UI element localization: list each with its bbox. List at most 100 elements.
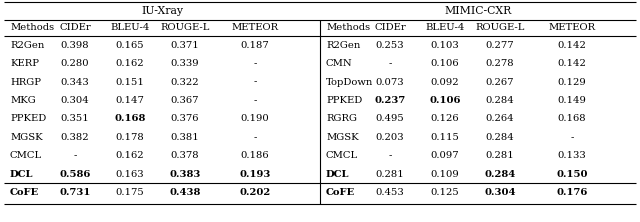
Text: ROUGE-L: ROUGE-L bbox=[476, 24, 525, 32]
Text: -: - bbox=[253, 133, 257, 142]
Text: KERP: KERP bbox=[10, 59, 39, 68]
Text: 0.264: 0.264 bbox=[486, 114, 515, 123]
Text: R2Gen: R2Gen bbox=[326, 41, 360, 50]
Text: RGRG: RGRG bbox=[326, 114, 357, 123]
Text: CMCL: CMCL bbox=[326, 151, 358, 160]
Text: 0.383: 0.383 bbox=[170, 170, 201, 178]
Text: 0.162: 0.162 bbox=[116, 59, 144, 68]
Text: CIDEr: CIDEr bbox=[59, 24, 91, 32]
Text: 0.237: 0.237 bbox=[374, 96, 406, 105]
Text: 0.129: 0.129 bbox=[557, 77, 586, 87]
Text: MIMIC-CXR: MIMIC-CXR bbox=[444, 6, 511, 16]
Text: 0.253: 0.253 bbox=[376, 41, 404, 50]
Text: DCL: DCL bbox=[326, 170, 349, 178]
Text: 0.147: 0.147 bbox=[116, 96, 145, 105]
Text: 0.495: 0.495 bbox=[376, 114, 404, 123]
Text: METEOR: METEOR bbox=[232, 24, 278, 32]
Text: -: - bbox=[570, 133, 573, 142]
Text: 0.453: 0.453 bbox=[376, 188, 404, 197]
Text: 0.187: 0.187 bbox=[241, 41, 269, 50]
Text: 0.382: 0.382 bbox=[61, 133, 90, 142]
Text: 0.163: 0.163 bbox=[116, 170, 144, 178]
Text: DCL: DCL bbox=[10, 170, 33, 178]
Text: CoFE: CoFE bbox=[10, 188, 39, 197]
Text: 0.284: 0.284 bbox=[486, 96, 515, 105]
Text: 0.168: 0.168 bbox=[115, 114, 146, 123]
Text: 0.186: 0.186 bbox=[241, 151, 269, 160]
Text: 0.339: 0.339 bbox=[171, 59, 199, 68]
Text: -: - bbox=[74, 151, 77, 160]
Text: 0.304: 0.304 bbox=[61, 96, 90, 105]
Text: 0.073: 0.073 bbox=[376, 77, 404, 87]
Text: 0.133: 0.133 bbox=[557, 151, 586, 160]
Text: 0.280: 0.280 bbox=[61, 59, 90, 68]
Text: 0.278: 0.278 bbox=[486, 59, 515, 68]
Text: 0.115: 0.115 bbox=[431, 133, 460, 142]
Text: Methods: Methods bbox=[326, 24, 370, 32]
Text: HRGP: HRGP bbox=[10, 77, 41, 87]
Text: 0.304: 0.304 bbox=[484, 188, 516, 197]
Text: 0.277: 0.277 bbox=[486, 41, 515, 50]
Text: 0.106: 0.106 bbox=[431, 59, 460, 68]
Text: 0.281: 0.281 bbox=[376, 170, 404, 178]
Text: 0.165: 0.165 bbox=[116, 41, 144, 50]
Text: BLEU-4: BLEU-4 bbox=[426, 24, 465, 32]
Text: 0.150: 0.150 bbox=[556, 170, 588, 178]
Text: TopDown: TopDown bbox=[326, 77, 373, 87]
Text: 0.586: 0.586 bbox=[60, 170, 91, 178]
Text: 0.281: 0.281 bbox=[486, 151, 515, 160]
Text: 0.351: 0.351 bbox=[61, 114, 90, 123]
Text: 0.126: 0.126 bbox=[431, 114, 460, 123]
Text: 0.142: 0.142 bbox=[557, 41, 586, 50]
Text: 0.092: 0.092 bbox=[431, 77, 460, 87]
Text: 0.378: 0.378 bbox=[171, 151, 199, 160]
Text: ROUGE-L: ROUGE-L bbox=[160, 24, 210, 32]
Text: IU-Xray: IU-Xray bbox=[141, 6, 183, 16]
Text: 0.343: 0.343 bbox=[61, 77, 90, 87]
Text: -: - bbox=[253, 77, 257, 87]
Text: CMCL: CMCL bbox=[10, 151, 42, 160]
Text: -: - bbox=[253, 59, 257, 68]
Text: 0.142: 0.142 bbox=[557, 59, 586, 68]
Text: CoFE: CoFE bbox=[326, 188, 355, 197]
Text: 0.109: 0.109 bbox=[431, 170, 460, 178]
Text: -: - bbox=[253, 96, 257, 105]
Text: MGSK: MGSK bbox=[326, 133, 358, 142]
Text: 0.381: 0.381 bbox=[171, 133, 200, 142]
Text: 0.168: 0.168 bbox=[557, 114, 586, 123]
Text: 0.106: 0.106 bbox=[429, 96, 461, 105]
Text: R2Gen: R2Gen bbox=[10, 41, 44, 50]
Text: 0.398: 0.398 bbox=[61, 41, 90, 50]
Text: 0.322: 0.322 bbox=[171, 77, 199, 87]
Text: 0.193: 0.193 bbox=[239, 170, 271, 178]
Text: 0.097: 0.097 bbox=[431, 151, 460, 160]
Text: 0.203: 0.203 bbox=[376, 133, 404, 142]
Text: 0.376: 0.376 bbox=[171, 114, 199, 123]
Text: 0.178: 0.178 bbox=[116, 133, 145, 142]
Text: 0.267: 0.267 bbox=[486, 77, 515, 87]
Text: 0.438: 0.438 bbox=[170, 188, 201, 197]
Text: 0.371: 0.371 bbox=[171, 41, 200, 50]
Text: PPKED: PPKED bbox=[10, 114, 46, 123]
Text: CMN: CMN bbox=[326, 59, 353, 68]
Text: 0.151: 0.151 bbox=[116, 77, 145, 87]
Text: 0.190: 0.190 bbox=[241, 114, 269, 123]
Text: -: - bbox=[388, 59, 392, 68]
Text: -: - bbox=[388, 151, 392, 160]
Text: MKG: MKG bbox=[10, 96, 36, 105]
Text: MGSK: MGSK bbox=[10, 133, 43, 142]
Text: 0.175: 0.175 bbox=[116, 188, 145, 197]
Text: 0.103: 0.103 bbox=[431, 41, 460, 50]
Text: Methods: Methods bbox=[10, 24, 54, 32]
Text: 0.125: 0.125 bbox=[431, 188, 460, 197]
Text: 0.284: 0.284 bbox=[484, 170, 516, 178]
Text: 0.202: 0.202 bbox=[239, 188, 271, 197]
Text: 0.149: 0.149 bbox=[557, 96, 586, 105]
Text: CIDEr: CIDEr bbox=[374, 24, 406, 32]
Text: PPKED: PPKED bbox=[326, 96, 362, 105]
Text: 0.176: 0.176 bbox=[556, 188, 588, 197]
Text: METEOR: METEOR bbox=[548, 24, 596, 32]
Text: 0.162: 0.162 bbox=[116, 151, 144, 160]
Text: BLEU-4: BLEU-4 bbox=[110, 24, 150, 32]
Text: 0.731: 0.731 bbox=[60, 188, 91, 197]
